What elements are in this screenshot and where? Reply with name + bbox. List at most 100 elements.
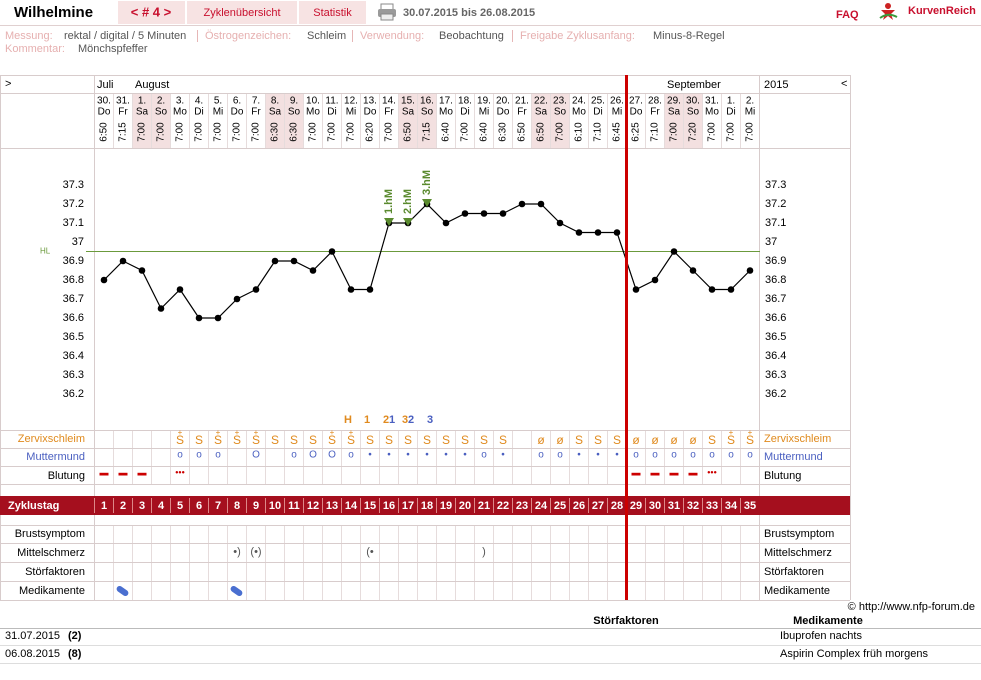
cervix-symbol: o bbox=[633, 450, 639, 461]
high-marker bbox=[384, 218, 394, 226]
footer-col-meds: Medikamente bbox=[793, 615, 863, 627]
bleeding-symbol: ••• bbox=[707, 467, 716, 477]
bleeding-symbol: ▬ bbox=[138, 467, 147, 477]
mucus-symbol: S bbox=[575, 433, 583, 447]
cycle-day: 28 bbox=[611, 500, 623, 512]
date-label: 27. bbox=[629, 96, 643, 107]
mucus-symbol: S bbox=[328, 433, 336, 447]
y-tick-label-right: 36.4 bbox=[765, 350, 786, 362]
mucus-count: 2 bbox=[383, 414, 389, 426]
date-label: 18. bbox=[458, 96, 472, 107]
mucus-plus: + bbox=[254, 428, 259, 437]
cervix-count: 2 bbox=[408, 414, 414, 426]
date-label: 15. bbox=[401, 96, 415, 107]
y-tick-label-right: 36.7 bbox=[765, 293, 786, 305]
temperature-point bbox=[499, 210, 507, 217]
time-label: 6:30 bbox=[498, 122, 509, 142]
date-label: 30. bbox=[686, 96, 700, 107]
nav-tab[interactable] bbox=[299, 1, 366, 24]
mucus-symbol: S bbox=[442, 433, 450, 447]
weekday-label: Di bbox=[593, 107, 602, 118]
date-label: 10. bbox=[306, 96, 320, 107]
logo-head bbox=[885, 3, 891, 9]
nav-tab-label[interactable]: Zyklenübersicht bbox=[203, 7, 280, 19]
cycle-nav[interactable]: < # 4 > bbox=[131, 4, 172, 19]
time-label: 6:50 bbox=[403, 122, 414, 142]
comment-label: Kommentar: bbox=[5, 43, 65, 55]
temperature-point bbox=[575, 229, 583, 236]
weekday-label: Fr bbox=[118, 107, 128, 118]
cervix-symbol: O bbox=[309, 450, 317, 461]
date-label: 11. bbox=[325, 96, 338, 107]
date-label: 22. bbox=[534, 96, 548, 107]
faq-link[interactable]: FAQ bbox=[836, 9, 859, 21]
temperature-point bbox=[556, 219, 564, 227]
date-label: 16. bbox=[420, 96, 434, 107]
cycle-day: 33 bbox=[706, 500, 718, 512]
month-label: September bbox=[667, 79, 721, 91]
date-label: 26. bbox=[610, 96, 624, 107]
date-label: 14. bbox=[382, 96, 396, 107]
y-tick-label-right: 36.6 bbox=[765, 312, 786, 324]
date-label: 13. bbox=[363, 96, 377, 107]
weekend-shade bbox=[265, 93, 285, 148]
time-label: 6:20 bbox=[365, 122, 376, 142]
weekday-label: Sa bbox=[535, 107, 548, 118]
cycle-day: 20 bbox=[459, 500, 471, 512]
nav-tab-label[interactable]: Statistik bbox=[313, 7, 352, 19]
weekend-shade bbox=[132, 93, 152, 148]
nav-next[interactable]: < bbox=[841, 78, 847, 90]
cervix-symbol: o bbox=[652, 450, 658, 461]
cervix-symbol: • bbox=[406, 450, 410, 461]
row-label-right: Störfaktoren bbox=[764, 566, 824, 578]
weekday-label: Mo bbox=[173, 107, 187, 118]
time-label: 7:00 bbox=[745, 122, 756, 142]
temperature-point bbox=[613, 229, 621, 236]
mucus-symbol: S bbox=[309, 433, 317, 447]
cycle-day: 8 bbox=[234, 500, 240, 512]
cervix-symbol: • bbox=[425, 450, 429, 461]
weekday-label: Mo bbox=[306, 107, 320, 118]
weekday-label: Mo bbox=[705, 107, 719, 118]
nav-prev[interactable]: > bbox=[5, 78, 11, 90]
temperature-point bbox=[214, 314, 222, 322]
bleeding-symbol: ▬ bbox=[651, 467, 660, 477]
mucus-symbol: S bbox=[423, 433, 431, 447]
y-tick-label-right: 36.8 bbox=[765, 274, 786, 286]
mucus-symbol: ø bbox=[689, 433, 697, 447]
mucus-plus: + bbox=[330, 428, 335, 437]
cycle-day: 17 bbox=[402, 500, 414, 512]
temperature-point bbox=[195, 314, 203, 322]
cycle-tab[interactable] bbox=[118, 1, 185, 24]
cervix-symbol: o bbox=[291, 450, 297, 461]
weekend-shade bbox=[417, 93, 437, 148]
time-label: 7:00 bbox=[251, 122, 262, 142]
cycle-day: 35 bbox=[744, 500, 756, 512]
nav-tab[interactable] bbox=[187, 1, 297, 24]
weekday-label: So bbox=[687, 107, 700, 118]
date-label: 31. bbox=[705, 96, 719, 107]
date-label: 12. bbox=[344, 96, 358, 107]
weekday-label: Do bbox=[364, 107, 377, 118]
date-label: 8. bbox=[271, 96, 279, 107]
cycle-day: 29 bbox=[630, 500, 642, 512]
cervix-symbol: • bbox=[596, 450, 600, 461]
row-label-right: Brustsymptom bbox=[764, 528, 834, 540]
date-label: 4. bbox=[195, 96, 203, 107]
logo-icon bbox=[879, 3, 898, 20]
date-label: 21. bbox=[515, 96, 529, 107]
footer-day: (2) bbox=[68, 630, 82, 642]
temperature-point bbox=[689, 267, 697, 274]
cycle-day-band bbox=[0, 496, 850, 515]
mucus-symbol: S bbox=[233, 433, 241, 447]
cycle-day: 10 bbox=[269, 500, 281, 512]
time-label: 6:50 bbox=[99, 122, 110, 142]
temperature-point bbox=[366, 286, 374, 293]
weekday-label: Do bbox=[231, 107, 244, 118]
high-marker-label: 3.hM bbox=[421, 170, 433, 195]
time-label: 7:15 bbox=[118, 122, 129, 142]
time-label: 6:30 bbox=[289, 122, 300, 142]
printer-icon[interactable] bbox=[378, 3, 396, 21]
time-label: 7:00 bbox=[726, 122, 737, 142]
time-label: 7:00 bbox=[707, 122, 718, 142]
